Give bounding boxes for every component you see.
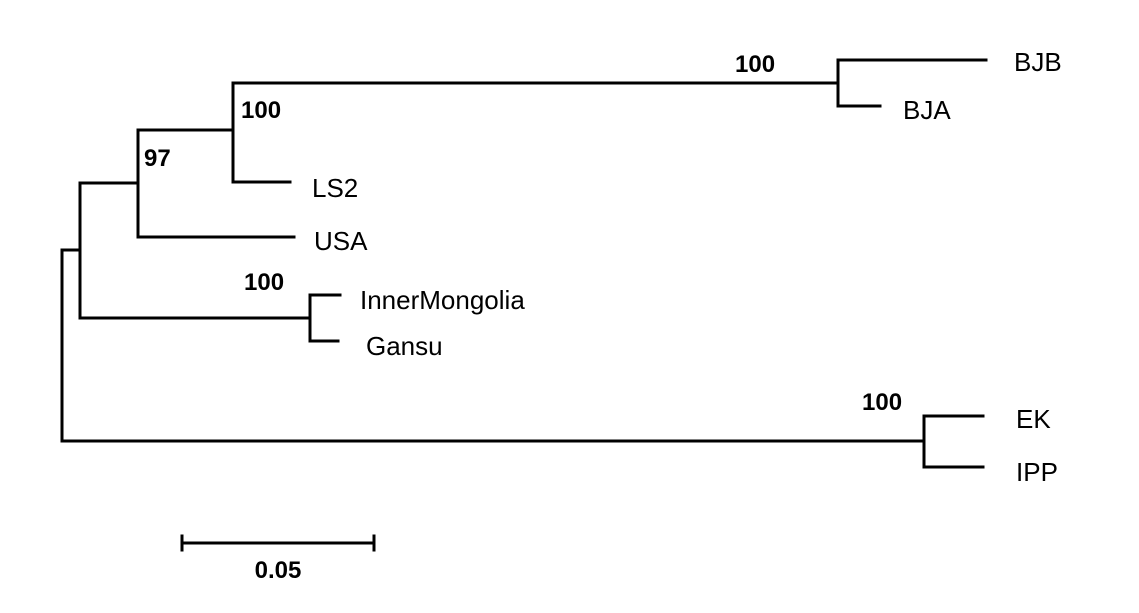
scale-bar: 0.05 [182, 536, 374, 584]
tip-label-gansu: Gansu [366, 331, 443, 361]
tip-label-ls2: LS2 [312, 173, 358, 203]
support-value-cl_97: 97 [144, 145, 171, 172]
scale-bar-label: 0.05 [255, 557, 302, 584]
support-value-ek_ipp: 100 [862, 389, 902, 416]
support-value-cl_100a: 100 [241, 97, 281, 124]
tip-labels: BJB BJA LS2 USA InnerMongolia Gansu EK IPP [312, 47, 1062, 487]
support-value-im_gansu: 100 [244, 269, 284, 296]
tip-label-bjb: BJB [1014, 47, 1062, 77]
tip-label-bja: BJA [903, 95, 951, 125]
tip-label-innermongolia: InnerMongolia [360, 285, 525, 315]
tip-label-usa: USA [314, 226, 368, 256]
tree-branches [62, 60, 986, 467]
support-values: 100 100 97 100 100 [144, 51, 902, 416]
phylogenetic-tree: 100 100 97 100 100 BJB BJA LS2 USA InnerMongolia… [0, 0, 1139, 613]
support-value-bjb_bja: 100 [735, 51, 775, 78]
tip-label-ipp: IPP [1016, 457, 1058, 487]
tip-label-ek: EK [1016, 404, 1051, 434]
